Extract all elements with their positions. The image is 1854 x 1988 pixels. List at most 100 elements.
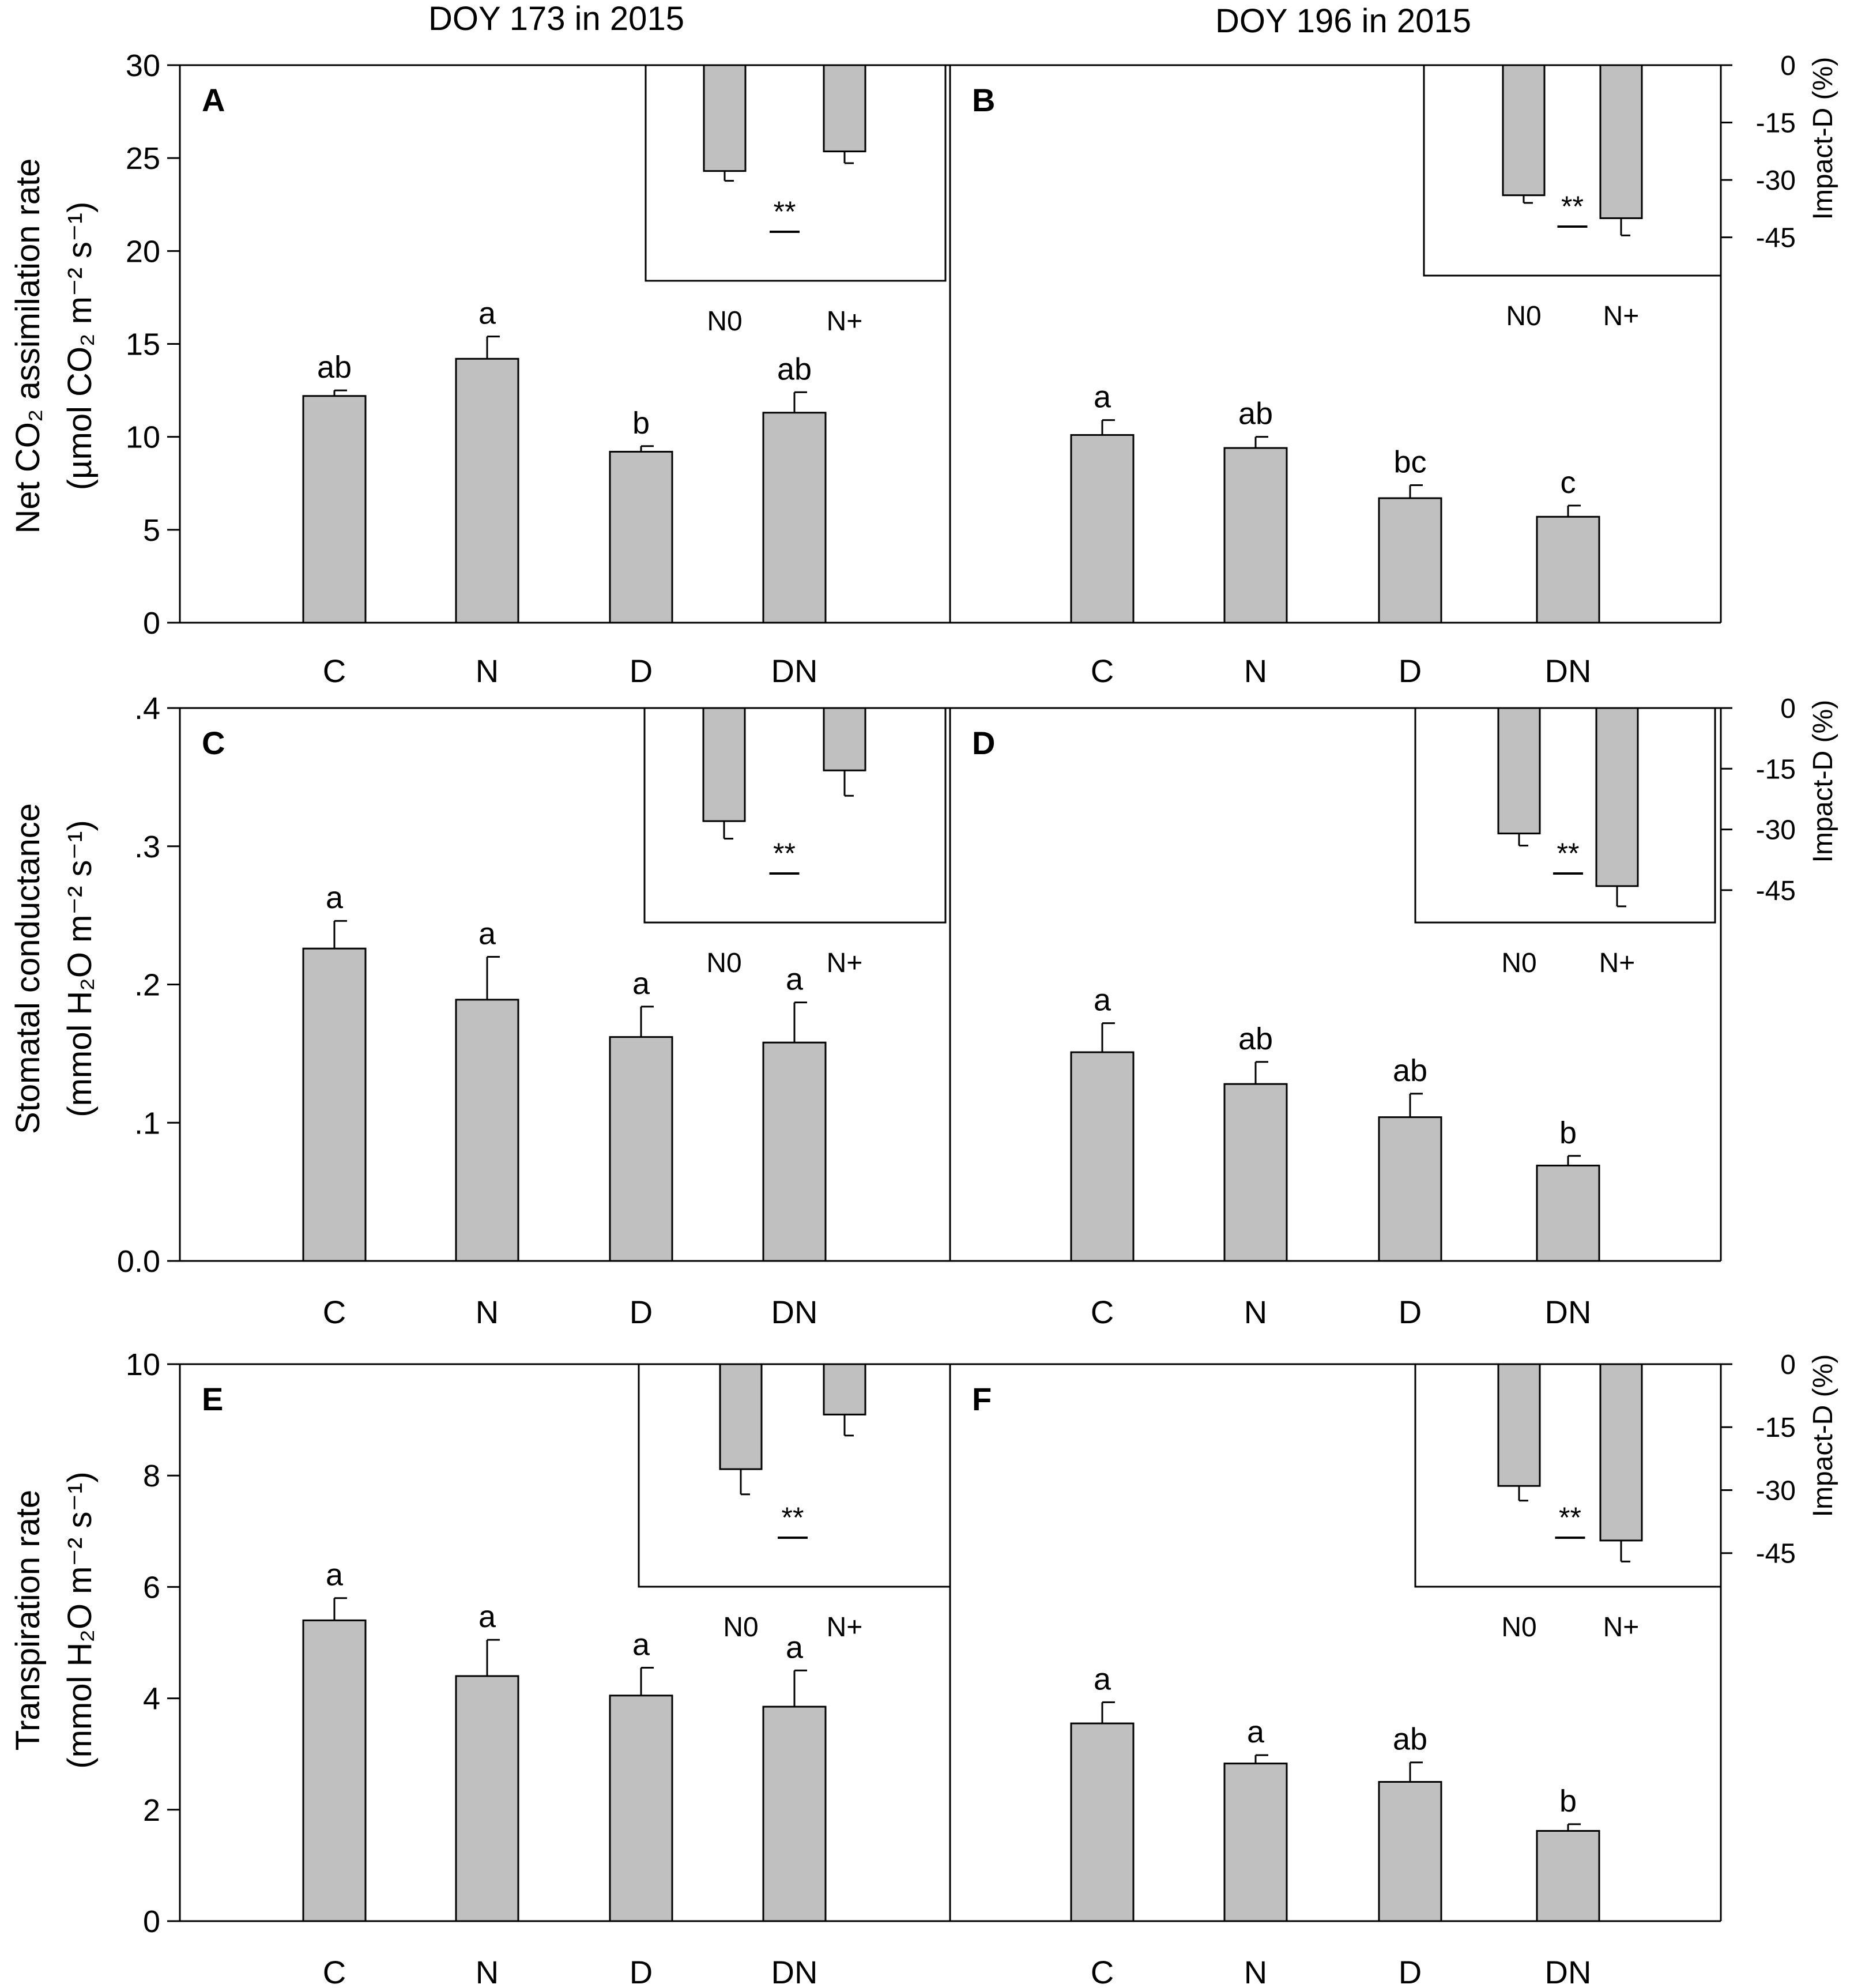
bar-N — [455, 1675, 519, 1922]
category-label: C — [1091, 1294, 1114, 1330]
inset-category-label: N0 — [1506, 301, 1541, 332]
bar-N — [1223, 1763, 1288, 1922]
inset-y-tick-label: -30 — [1756, 1475, 1796, 1506]
category-label: C — [323, 1954, 346, 1988]
panel-E: 0 2 4 6 8 10 Ea Ca Na Da DN N0 N+ ** — [126, 1347, 951, 1988]
inset-bar-N0 — [703, 64, 747, 172]
panel-label-A: A — [202, 82, 225, 118]
significance-letter: ab — [1393, 1053, 1427, 1088]
significance-letter: bc — [1393, 445, 1426, 479]
bar-C — [1070, 1722, 1135, 1922]
y-tick-label: 0.0 — [117, 1244, 160, 1279]
inset-bar-N+ — [1599, 64, 1643, 219]
significance-letter: ab — [1393, 1722, 1427, 1757]
category-label: DN — [771, 1294, 818, 1330]
inset-category-label: N0 — [723, 1612, 758, 1643]
inset-E: N0 N+ ** — [638, 1363, 951, 1643]
panel-label-E: E — [202, 1381, 223, 1417]
inset-bar-N0 — [1502, 64, 1546, 197]
inset-y-tick-label: -15 — [1756, 1413, 1796, 1443]
inset-ylabel-row2: Impact-D (%) — [1808, 700, 1838, 863]
bar-D — [1378, 1781, 1442, 1922]
inset-y-tick-label: -45 — [1756, 223, 1796, 254]
inset-significance: ** — [774, 195, 796, 228]
inset-y-tick-label: -30 — [1756, 165, 1796, 196]
bar-N — [455, 999, 519, 1262]
inset-category-label: N+ — [1603, 1612, 1640, 1643]
bar-N — [1223, 447, 1288, 624]
category-label: C — [323, 653, 346, 689]
panel-F: Fa Ca Nab Db DN N0 N+ ** 0 -15 -30 -45 — [949, 1350, 1796, 1988]
inset-y-tick-label: 0 — [1780, 694, 1796, 724]
category-label: DN — [1545, 1294, 1592, 1330]
inset-y-tick-label: -45 — [1756, 1539, 1796, 1569]
inset-category-label: N+ — [827, 306, 863, 337]
inset-significance: ** — [1561, 190, 1584, 223]
inset-frame — [1414, 1363, 1722, 1588]
inset-ylabel-row3: Impact-D (%) — [1808, 1354, 1838, 1518]
y-tick-label: 20 — [126, 234, 160, 269]
bar-C — [1070, 1051, 1135, 1262]
inset-y-tick-label: -15 — [1756, 108, 1796, 139]
y-tick-label: 4 — [143, 1682, 160, 1716]
category-label: DN — [771, 653, 818, 689]
inset-bar-N+ — [823, 64, 866, 153]
y-tick-label: 5 — [143, 513, 160, 548]
inset-ylabel-row1: Impact-D (%) — [1808, 57, 1838, 220]
y-tick-label: 0 — [143, 606, 160, 641]
inset-F: N0 N+ ** 0 -15 -30 -45 — [1414, 1350, 1796, 1643]
ylabel-row3-line2: (mmol H₂O m⁻² s⁻¹) — [61, 1471, 99, 1768]
panel-label-C: C — [202, 725, 225, 761]
inset-category-label: N+ — [827, 1612, 863, 1643]
y-tick-label: 10 — [126, 1347, 160, 1382]
category-label: C — [1091, 1954, 1114, 1988]
bar-D — [609, 1695, 673, 1922]
inset-category-label: N0 — [1501, 1612, 1536, 1643]
significance-letter: ab — [777, 352, 812, 386]
significance-letter: b — [1559, 1784, 1577, 1818]
inset-C: N0 N+ ** — [643, 707, 947, 978]
y-tick-label: 30 — [126, 48, 160, 83]
inset-significance: ** — [782, 1501, 804, 1534]
category-label: N — [1244, 1294, 1267, 1330]
inset-frame — [1414, 707, 1716, 924]
significance-letter: c — [1561, 465, 1576, 500]
significance-letter: a — [1094, 1662, 1111, 1696]
category-label: D — [630, 653, 653, 689]
inset-A: N0 N+ ** — [645, 64, 947, 337]
bar-D — [609, 1036, 673, 1262]
category-label: N — [476, 1954, 499, 1988]
bar-N — [1223, 1083, 1288, 1262]
inset-D: N0 N+ ** 0 -15 -30 -45 — [1414, 694, 1796, 978]
panel-label-D: D — [972, 725, 995, 761]
category-label: D — [630, 1294, 653, 1330]
inset-bar-N0 — [719, 1363, 763, 1470]
inset-ylabel-row1-text: Impact-D (%) — [1808, 57, 1838, 220]
column-title-right: DOY 196 in 2015 — [1215, 2, 1471, 40]
ylabel-row2-line1: Stomatal conductance — [9, 803, 47, 1134]
inset-y-tick-label: -45 — [1756, 876, 1796, 906]
y-tick-label: .2 — [134, 968, 160, 1003]
significance-letter: a — [478, 917, 496, 951]
bar-N — [455, 357, 519, 624]
inset-significance: ** — [1557, 837, 1580, 869]
bar-D — [1378, 497, 1442, 624]
significance-letter: a — [786, 1630, 804, 1665]
inset-bar-N0 — [1497, 1363, 1541, 1487]
inset-bar-N0 — [702, 707, 746, 822]
y-tick-label: .4 — [134, 691, 160, 726]
inset-ylabel-row3-text: Impact-D (%) — [1808, 1354, 1838, 1518]
ylabel-row3: Transpiration rate (mmol H₂O m⁻² s⁻¹) — [9, 1471, 99, 1768]
bar-D — [1378, 1116, 1442, 1262]
significance-letter: ab — [317, 350, 352, 385]
significance-letter: a — [478, 296, 496, 331]
column-title-left: DOY 173 in 2015 — [428, 0, 684, 37]
panel-C: 0.0 .1 .2 .3 .4 Ca Ca Na Da DN N0 N+ ** — [117, 691, 950, 1330]
y-tick-label: 6 — [143, 1570, 160, 1605]
y-tick-label: .1 — [134, 1106, 160, 1140]
significance-letter: a — [1094, 380, 1111, 415]
panel-D: Da Cab Nab Db DN N0 N+ ** 0 -15 -30 -45 — [949, 694, 1796, 1330]
y-tick-label: 2 — [143, 1793, 160, 1828]
